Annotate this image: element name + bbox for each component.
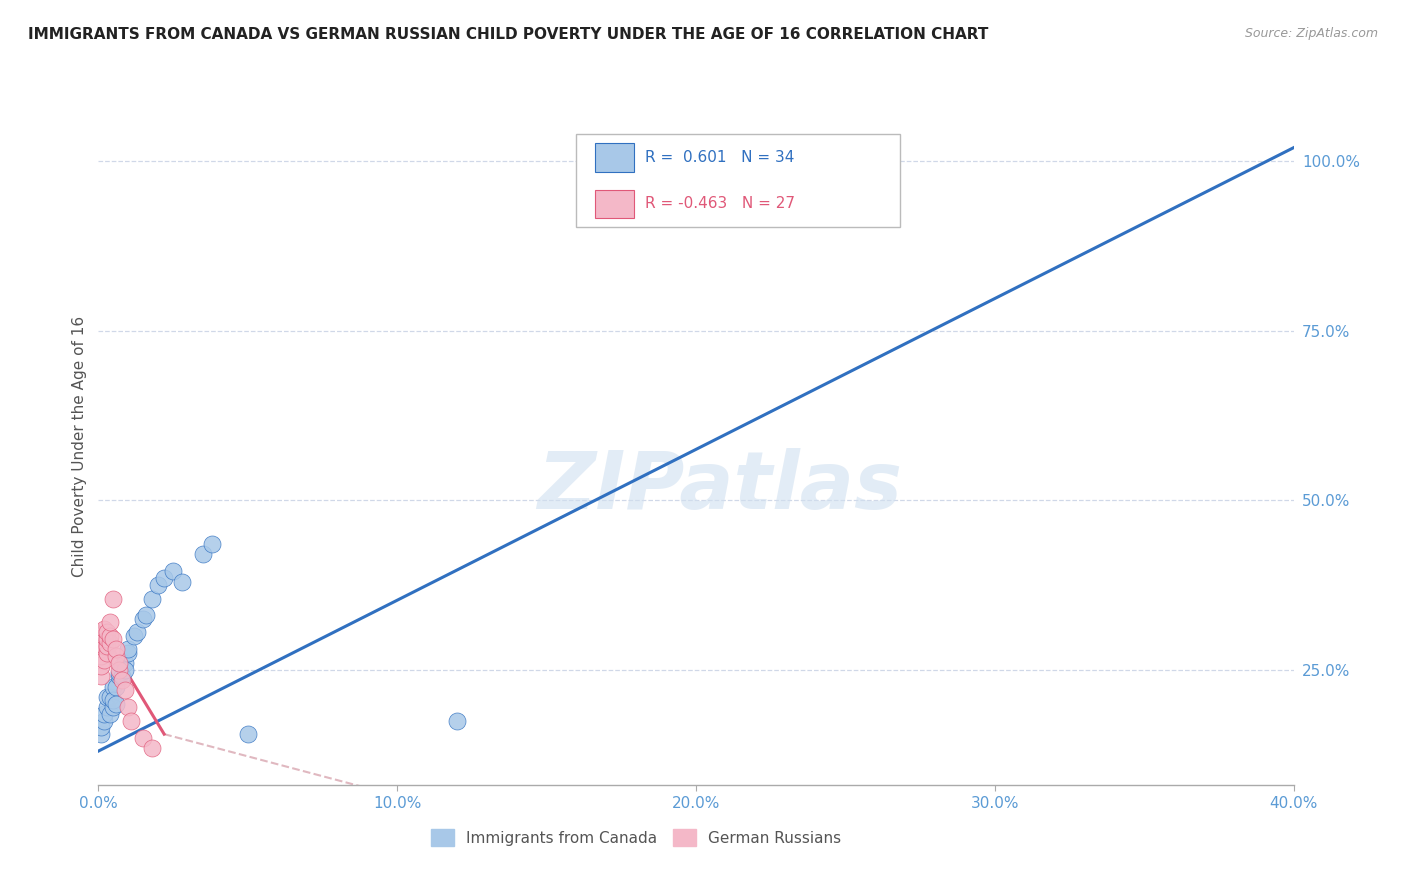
Point — [93, 652, 115, 666]
Point — [98, 615, 122, 630]
Point — [132, 612, 155, 626]
Point — [120, 714, 142, 728]
Point — [117, 646, 139, 660]
Point — [103, 632, 125, 647]
Point — [132, 731, 155, 745]
Point — [124, 629, 146, 643]
Point — [148, 578, 170, 592]
Point — [98, 629, 122, 643]
Point — [93, 629, 115, 643]
Point — [93, 639, 115, 653]
Point — [96, 625, 118, 640]
Point — [236, 727, 259, 741]
Point — [111, 673, 134, 687]
Text: Source: ZipAtlas.com: Source: ZipAtlas.com — [1244, 27, 1378, 40]
Point — [90, 642, 112, 657]
Point — [117, 642, 139, 657]
Text: R = -0.463   N = 27: R = -0.463 N = 27 — [645, 196, 796, 211]
Point — [105, 697, 128, 711]
Text: IMMIGRANTS FROM CANADA VS GERMAN RUSSIAN CHILD POVERTY UNDER THE AGE OF 16 CORRE: IMMIGRANTS FROM CANADA VS GERMAN RUSSIAN… — [28, 27, 988, 42]
Point — [90, 649, 112, 664]
Point — [117, 700, 139, 714]
Point — [103, 693, 125, 707]
Point — [141, 740, 163, 755]
Point — [96, 639, 118, 653]
Point — [103, 700, 125, 714]
Point — [93, 622, 115, 636]
Point — [90, 720, 112, 734]
Point — [90, 669, 112, 683]
Point — [446, 714, 468, 728]
Point — [96, 632, 118, 647]
Point — [98, 635, 122, 649]
Point — [162, 565, 184, 579]
Point — [114, 663, 136, 677]
Point — [153, 571, 176, 585]
Point — [103, 680, 125, 694]
Point — [114, 656, 136, 670]
Legend: Immigrants from Canada, German Russians: Immigrants from Canada, German Russians — [425, 823, 848, 852]
Point — [96, 646, 118, 660]
Point — [105, 642, 128, 657]
Y-axis label: Child Poverty Under the Age of 16: Child Poverty Under the Age of 16 — [72, 316, 87, 576]
Text: ZIPatlas: ZIPatlas — [537, 448, 903, 525]
Point — [96, 700, 118, 714]
Point — [201, 537, 224, 551]
Text: R =  0.601   N = 34: R = 0.601 N = 34 — [645, 150, 794, 165]
Point — [111, 659, 134, 673]
Point — [108, 663, 131, 677]
Point — [111, 669, 134, 683]
Point — [108, 666, 131, 681]
Point — [96, 690, 118, 704]
Point — [172, 574, 194, 589]
Point — [93, 714, 115, 728]
Point — [108, 656, 131, 670]
Point — [103, 591, 125, 606]
Point — [105, 649, 128, 664]
Point — [105, 680, 128, 694]
Point — [141, 591, 163, 606]
Point — [127, 625, 149, 640]
Point — [108, 669, 131, 683]
Point — [90, 727, 112, 741]
Point — [90, 659, 112, 673]
Point — [98, 690, 122, 704]
Point — [114, 683, 136, 698]
Point — [98, 706, 122, 721]
Point — [135, 608, 157, 623]
Point — [93, 706, 115, 721]
Point — [191, 548, 214, 562]
